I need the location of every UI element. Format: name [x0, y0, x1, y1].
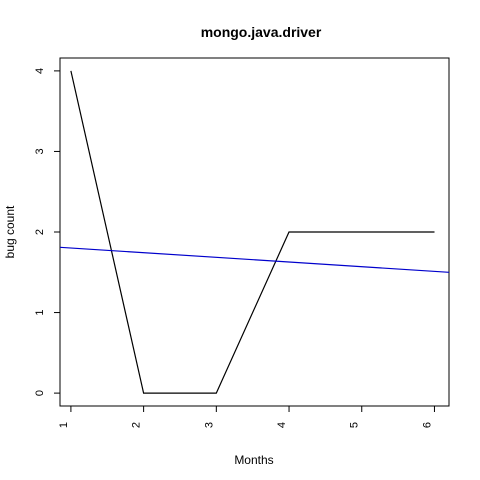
y-tick-label: 0 [34, 390, 46, 396]
y-axis: 0 1 2 3 4 [34, 68, 60, 396]
y-axis-label: bug count [3, 205, 17, 258]
y-tick-label: 4 [34, 68, 46, 74]
bug-count-line [70, 70, 435, 394]
trend-line [59, 246, 450, 273]
y-tick-label: 3 [34, 148, 46, 154]
series-layer [59, 70, 450, 394]
chart-title: mongo.java.driver [201, 24, 322, 40]
x-tick-label: 1 [58, 422, 70, 428]
x-axis-label: Months [234, 453, 273, 467]
x-tick-label: 4 [276, 422, 288, 428]
x-axis: 1 2 3 4 5 6 [58, 406, 435, 428]
x-tick-label: 5 [349, 422, 361, 428]
x-tick-label: 6 [421, 422, 433, 428]
x-tick-label: 3 [203, 422, 215, 428]
y-tick-label: 2 [34, 229, 46, 235]
y-tick-label: 1 [34, 309, 46, 315]
x-tick-label: 2 [131, 422, 143, 428]
